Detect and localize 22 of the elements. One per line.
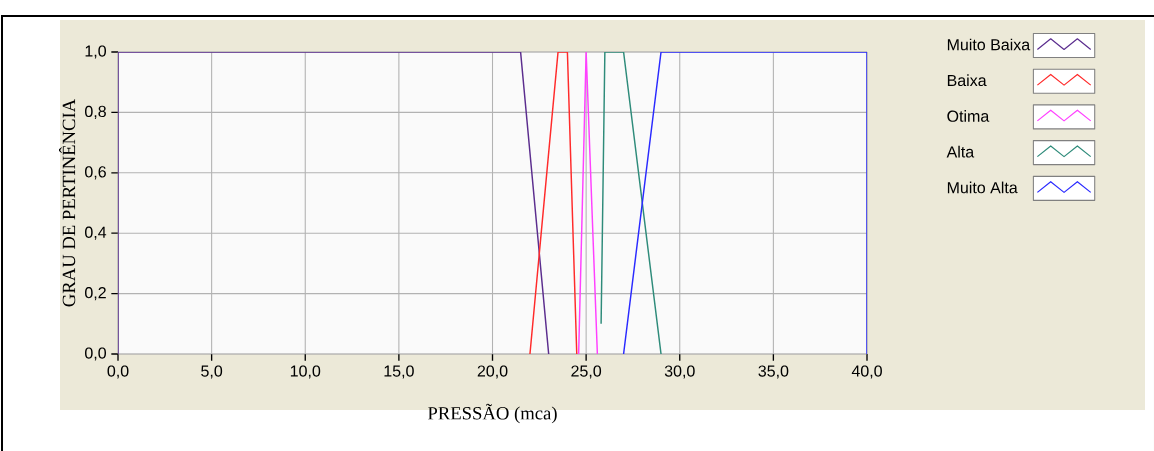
y-tick-label: 0,8 [85, 105, 106, 120]
y-tick-label: 0,2 [85, 287, 106, 301]
x-tick-label: 35,0 [758, 365, 789, 379]
x-tick-label: 30,0 [664, 365, 695, 379]
x-tick-label: 10,0 [290, 365, 321, 379]
y-tick-label: 0,0 [85, 347, 107, 361]
text: Otima [947, 110, 990, 122]
legend-label: Muito Baixa [947, 38, 1031, 51]
text: Baixa [947, 74, 987, 87]
y-axis-title: GRAU DE PERTINÊNCIA [59, 98, 76, 307]
x-tick-label: 25,0 [571, 365, 602, 379]
legend-label: Muito Alta [947, 181, 1018, 194]
x-tick-label: 0,0 [107, 365, 129, 379]
x-tick-label: 40,0 [851, 365, 882, 379]
x-tick-label: 20,0 [477, 365, 508, 379]
y-tick-label: 0,6 [85, 166, 106, 180]
y-tick-label: 0,4 [85, 226, 107, 240]
x-tick-label: 15,0 [384, 365, 414, 379]
text: Alta [946, 145, 975, 158]
y-tick-label: 1,0 [85, 45, 107, 59]
x-axis-title: PRESSÃO (mca) [427, 403, 557, 424]
x-tick-label: 5,0 [201, 365, 223, 379]
